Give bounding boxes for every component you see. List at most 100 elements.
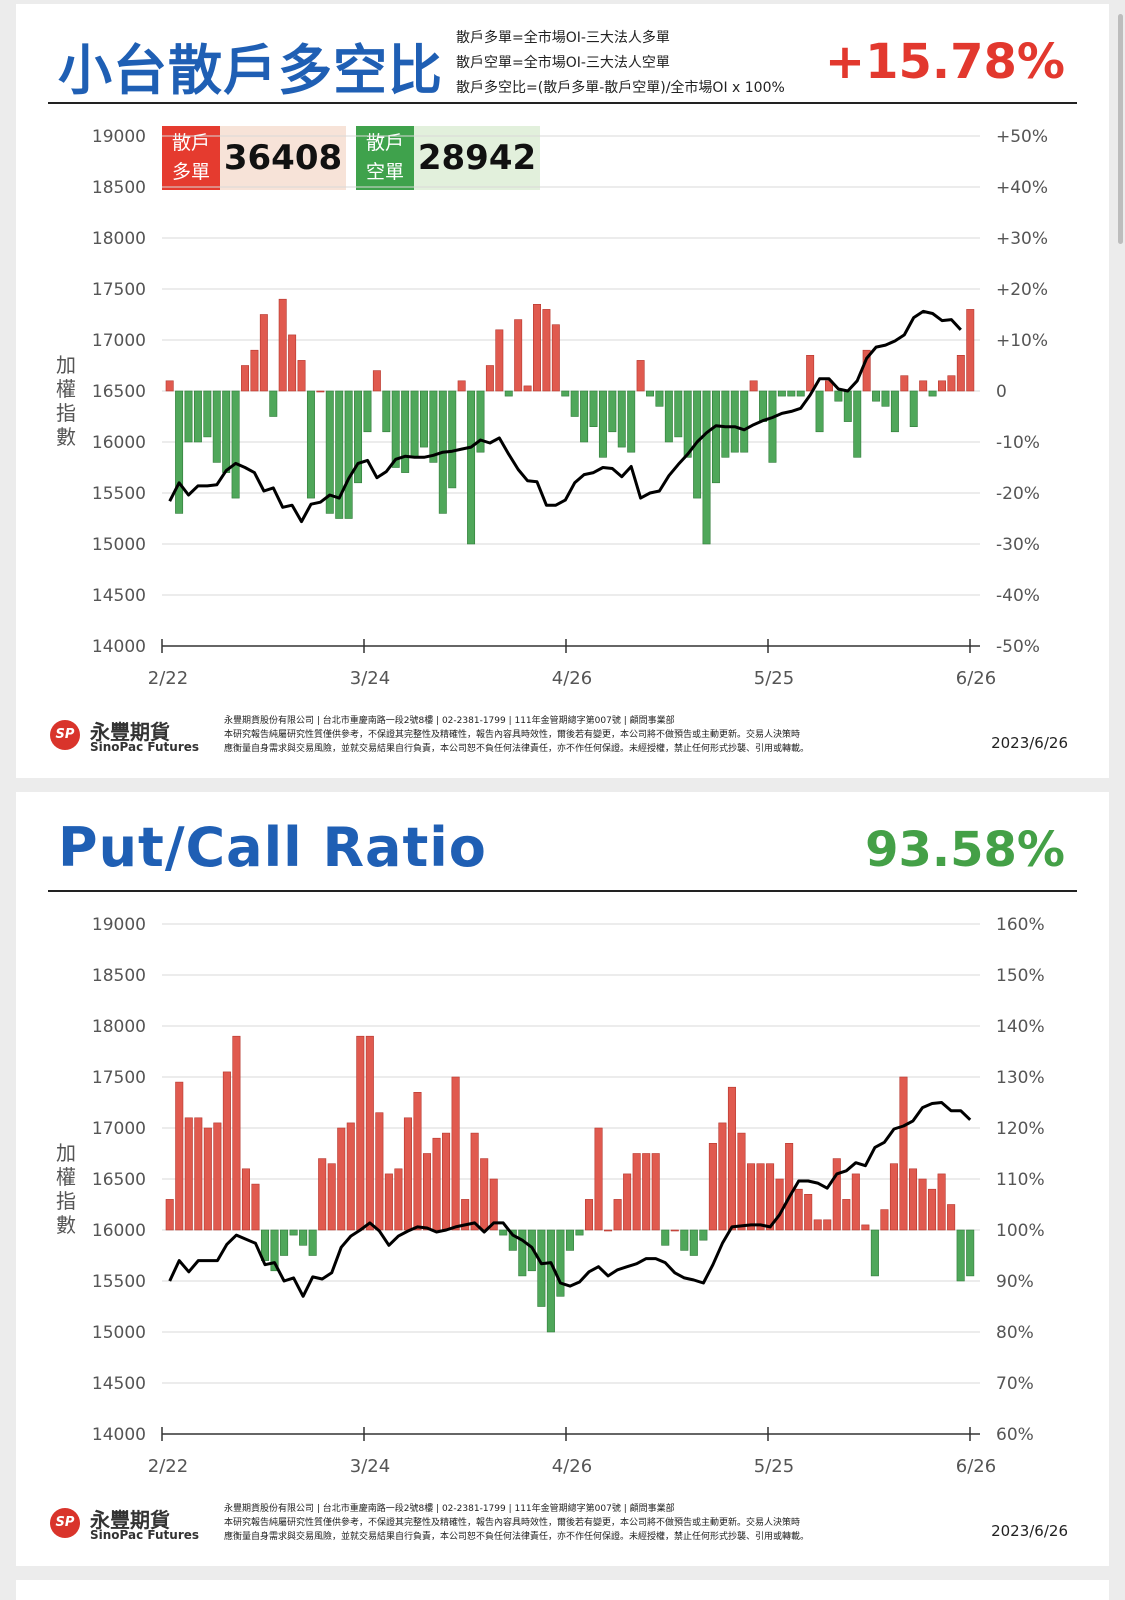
bar-positive	[880, 1209, 889, 1231]
bar-positive	[749, 380, 758, 392]
report-date: 2023/6/26	[991, 1522, 1068, 1540]
right-tick-label: -40%	[996, 586, 1040, 606]
index-line	[168, 309, 962, 524]
long-value: 36408	[220, 126, 346, 190]
bar-negative	[561, 390, 570, 397]
bar-positive	[861, 1224, 870, 1231]
bar-negative	[711, 390, 720, 484]
left-tick-label: 14500	[92, 1374, 146, 1394]
bar-negative	[556, 1229, 565, 1297]
bar-negative	[689, 1229, 698, 1256]
right-tick-label: 80%	[996, 1323, 1034, 1343]
bar-positive	[775, 1178, 784, 1231]
bar-negative	[565, 1229, 574, 1251]
scrollbar[interactable]	[1118, 14, 1123, 244]
y-axis-label-char: 指	[56, 401, 76, 425]
right-tick-label: -50%	[996, 637, 1040, 657]
bar-positive	[375, 1112, 384, 1231]
bar-positive	[632, 1153, 641, 1231]
bar-negative	[222, 390, 231, 473]
bar-positive	[756, 1163, 765, 1231]
long-badge-line2: 多單	[171, 161, 210, 183]
left-tick-label: 17000	[92, 331, 146, 351]
x-tick-label: 3/24	[350, 1456, 390, 1477]
bar-positive	[297, 360, 306, 392]
disclaimer: 永豐期貨股份有限公司 | 台北市重慶南路一段2號8樓 | 02-2381-179…	[224, 714, 809, 756]
bar-negative	[401, 390, 410, 473]
bar-positive	[523, 385, 532, 392]
bar-negative	[499, 1229, 508, 1236]
bar-negative	[546, 1229, 555, 1333]
bar-negative	[325, 390, 334, 514]
bar-negative	[956, 1229, 965, 1282]
left-tick-label: 18500	[92, 966, 146, 986]
bar-positive	[232, 1035, 241, 1231]
bar-negative	[815, 390, 824, 433]
right-tick-label: +50%	[996, 127, 1048, 147]
short-value: 28942	[414, 126, 540, 190]
left-tick-label: 16000	[92, 433, 146, 453]
bar-positive	[937, 1173, 946, 1231]
right-tick-label: 150%	[996, 966, 1045, 986]
bar-negative	[627, 390, 636, 453]
bar-positive	[222, 1071, 231, 1231]
y-axis-label-char: 加	[56, 1141, 76, 1165]
bar-positive	[851, 1173, 860, 1231]
bar-positive	[928, 1188, 937, 1231]
bar-positive	[947, 1204, 956, 1231]
bar-positive	[251, 1183, 260, 1231]
x-tick-label: 5/25	[754, 668, 794, 689]
bar-negative	[467, 390, 476, 545]
bar-negative	[410, 390, 419, 458]
bar-negative	[363, 390, 372, 433]
bar-negative	[335, 390, 344, 519]
index-line	[168, 1101, 972, 1298]
bar-positive	[316, 390, 325, 393]
bar-negative	[280, 1229, 289, 1256]
bar-positive	[832, 1158, 841, 1231]
bar-negative	[740, 390, 749, 453]
panel-title: Put/Call Ratio	[58, 816, 487, 879]
bar-positive	[900, 375, 909, 392]
bar-negative	[382, 390, 391, 433]
bar-positive	[337, 1127, 346, 1231]
bar-positive	[804, 1193, 813, 1231]
left-tick-label: 16000	[92, 1221, 146, 1241]
logo-chinese: 永豐期貨	[90, 1508, 170, 1532]
bar-positive	[288, 334, 297, 392]
bar-negative	[299, 1229, 308, 1246]
bar-positive	[542, 309, 551, 392]
bar-negative	[344, 390, 353, 519]
right-tick-label: 160%	[996, 915, 1045, 935]
right-tick-label: 110%	[996, 1170, 1045, 1190]
disclaimer-line: 永豐期貨股份有限公司 | 台北市重慶南路一段2號8樓 | 02-2381-179…	[224, 716, 675, 726]
y-axis-label-char: 數	[56, 425, 76, 449]
left-tick-label: 16500	[92, 1170, 146, 1190]
bar-negative	[768, 390, 777, 463]
right-tick-label: 60%	[996, 1425, 1034, 1445]
x-tick-label: 6/26	[956, 668, 996, 689]
right-tick-label: +40%	[996, 178, 1048, 198]
x-tick-label: 2/22	[148, 668, 188, 689]
bar-positive	[327, 1163, 336, 1231]
left-tick-label: 15500	[92, 484, 146, 504]
bar-positive	[318, 1158, 327, 1231]
bar-negative	[420, 390, 428, 448]
bar-negative	[537, 1229, 546, 1307]
bar-positive	[241, 1168, 250, 1231]
bar-positive	[727, 1086, 736, 1231]
bar-negative	[683, 390, 692, 458]
panel-title: 小台散戶多空比	[58, 39, 443, 102]
bar-negative	[570, 390, 579, 417]
bar-negative	[184, 390, 193, 443]
logo-english: SinoPac Futures	[90, 740, 200, 754]
bar-positive	[489, 1178, 498, 1231]
bar-negative	[759, 390, 768, 422]
left-tick-label: 15000	[92, 535, 146, 555]
bar-positive	[184, 1117, 193, 1231]
bar-positive	[746, 1163, 756, 1231]
bar-positive	[918, 1178, 927, 1231]
disclaimer-line: 應衡量自身需求與交易風險，並就交易結果自行負責，本公司恕不負任何法律責任，亦不作…	[224, 1532, 810, 1542]
bar-negative	[260, 1229, 270, 1261]
bar-positive	[394, 1168, 403, 1231]
